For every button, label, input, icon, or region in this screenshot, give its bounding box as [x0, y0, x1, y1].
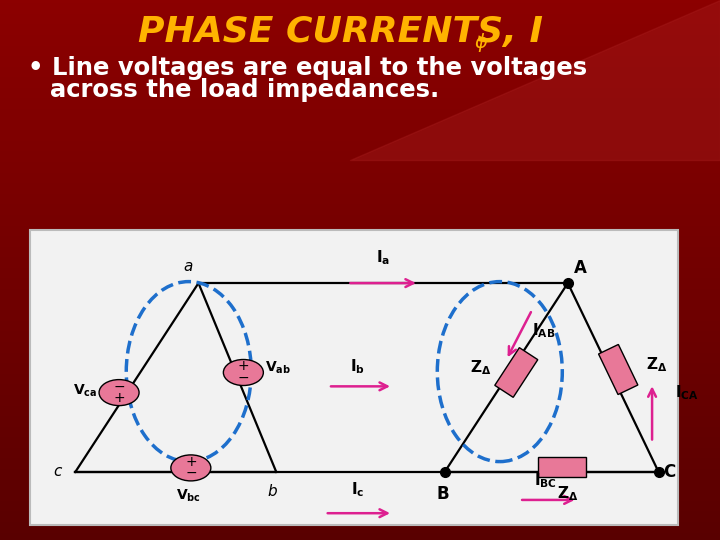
- FancyBboxPatch shape: [30, 230, 678, 525]
- Polygon shape: [495, 348, 538, 397]
- Text: C: C: [664, 463, 676, 481]
- Text: $\mathbf{Z_\Delta}$: $\mathbf{Z_\Delta}$: [647, 355, 667, 374]
- Ellipse shape: [99, 380, 139, 406]
- Text: • Line voltages are equal to the voltages: • Line voltages are equal to the voltage…: [28, 56, 587, 80]
- Text: −: −: [185, 466, 197, 480]
- Polygon shape: [539, 457, 586, 477]
- Text: $\mathbf{Z_\Delta}$: $\mathbf{Z_\Delta}$: [470, 358, 491, 377]
- Text: B: B: [436, 485, 449, 503]
- Text: $\mathbf{I_c}$: $\mathbf{I_c}$: [351, 481, 364, 499]
- Text: $\mathbf{Z_\Delta}$: $\mathbf{Z_\Delta}$: [557, 484, 578, 503]
- Text: $\mathbf{I_{BC}}$: $\mathbf{I_{BC}}$: [534, 471, 557, 490]
- Text: +: +: [113, 390, 125, 404]
- Text: c: c: [53, 464, 61, 480]
- Ellipse shape: [223, 360, 264, 386]
- Text: across the load impedances.: across the load impedances.: [50, 78, 439, 102]
- Text: PHASE CURRENTS, I: PHASE CURRENTS, I: [138, 15, 542, 49]
- Text: $\mathbf{I_a}$: $\mathbf{I_a}$: [376, 248, 390, 267]
- Text: $\mathbf{I_b}$: $\mathbf{I_b}$: [350, 357, 365, 376]
- Polygon shape: [598, 345, 638, 395]
- Text: a: a: [183, 259, 192, 274]
- Text: +: +: [185, 455, 197, 469]
- Ellipse shape: [171, 455, 211, 481]
- Text: A: A: [574, 259, 587, 277]
- Text: $\mathbf{I_{CA}}$: $\mathbf{I_{CA}}$: [675, 383, 698, 402]
- Text: +: +: [238, 360, 249, 374]
- Text: −: −: [238, 370, 249, 384]
- Text: $\mathbf{V_{ca}}$: $\mathbf{V_{ca}}$: [73, 382, 97, 399]
- Text: $\mathbf{I_{AB}}$: $\mathbf{I_{AB}}$: [532, 321, 556, 340]
- Text: $\mathbf{V_{bc}}$: $\mathbf{V_{bc}}$: [176, 488, 202, 504]
- Text: −: −: [113, 380, 125, 394]
- Text: b: b: [267, 484, 277, 499]
- Text: ϕ: ϕ: [474, 32, 487, 51]
- Text: $\mathbf{V_{ab}}$: $\mathbf{V_{ab}}$: [266, 359, 292, 376]
